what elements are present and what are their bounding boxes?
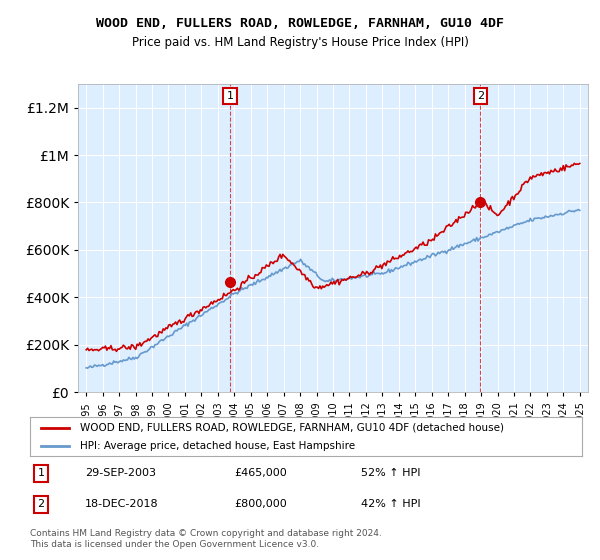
Text: 2: 2 <box>477 91 484 101</box>
Text: WOOD END, FULLERS ROAD, ROWLEDGE, FARNHAM, GU10 4DF (detached house): WOOD END, FULLERS ROAD, ROWLEDGE, FARNHA… <box>80 423 503 433</box>
Text: 1: 1 <box>38 468 44 478</box>
Text: WOOD END, FULLERS ROAD, ROWLEDGE, FARNHAM, GU10 4DF: WOOD END, FULLERS ROAD, ROWLEDGE, FARNHA… <box>96 17 504 30</box>
Text: £800,000: £800,000 <box>234 500 287 509</box>
Text: 2: 2 <box>37 500 44 509</box>
Text: HPI: Average price, detached house, East Hampshire: HPI: Average price, detached house, East… <box>80 441 355 451</box>
Text: 42% ↑ HPI: 42% ↑ HPI <box>361 500 421 509</box>
Text: 52% ↑ HPI: 52% ↑ HPI <box>361 468 421 478</box>
Text: £465,000: £465,000 <box>234 468 287 478</box>
Text: 29-SEP-2003: 29-SEP-2003 <box>85 468 156 478</box>
Text: Price paid vs. HM Land Registry's House Price Index (HPI): Price paid vs. HM Land Registry's House … <box>131 36 469 49</box>
Text: 18-DEC-2018: 18-DEC-2018 <box>85 500 159 509</box>
Text: Contains HM Land Registry data © Crown copyright and database right 2024.
This d: Contains HM Land Registry data © Crown c… <box>30 529 382 549</box>
Text: 1: 1 <box>227 91 233 101</box>
